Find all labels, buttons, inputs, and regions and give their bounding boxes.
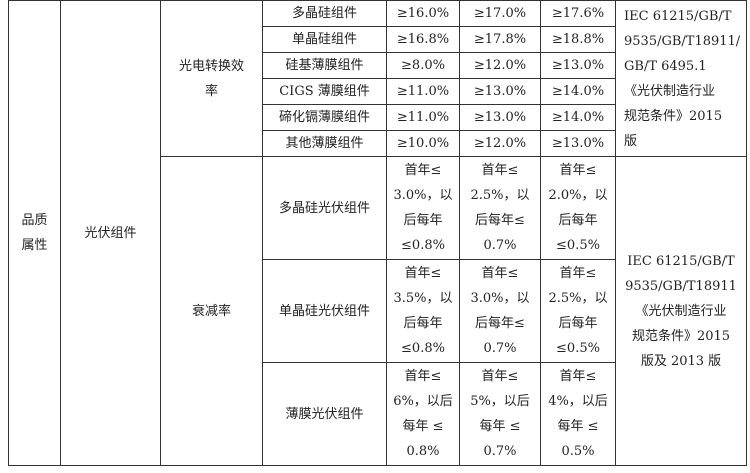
row-name: CIGS 薄膜组件 — [262, 78, 387, 105]
value-cell: ≥14.0% — [540, 78, 616, 105]
value-cell: 首年≤ 3.0%，以 后每年≤ 0.7% — [459, 259, 541, 363]
value-cell: ≥16.8% — [386, 26, 460, 53]
value-cell: ≥10.0% — [386, 130, 460, 157]
value-cell: ≥13.0% — [540, 130, 616, 157]
value-cell: 首年≤ 5%，以后 每年 ≤ 0.7% — [459, 362, 541, 466]
row-name: 多晶硅光伏组件 — [262, 156, 387, 260]
value-cell: 首年≤ 4%，以后 每年 ≤ 0.5% — [540, 362, 616, 466]
value-cell: ≥11.0% — [386, 104, 460, 131]
value-cell: 首年≤ 3.0%，以 后每年 ≤0.8% — [386, 156, 460, 260]
row-name: 多晶硅组件 — [262, 0, 387, 27]
row-name: 薄膜光伏组件 — [262, 362, 387, 466]
value-cell: ≥13.0% — [459, 78, 541, 105]
value-cell: 首年≤ 3.5%，以 后每年 ≤0.8% — [386, 259, 460, 363]
value-cell: ≥13.0% — [540, 52, 616, 79]
decay-label: 衰减率 — [160, 156, 263, 466]
value-cell: ≥17.8% — [459, 26, 541, 53]
value-cell: ≥14.0% — [540, 104, 616, 131]
product-cell: 光伏组件 — [60, 0, 161, 466]
value-cell: 首年≤ 6%，以后 每年 ≤ 0.8% — [386, 362, 460, 466]
value-cell: ≥12.0% — [459, 52, 541, 79]
row-name: 单晶硅光伏组件 — [262, 259, 387, 363]
category-cell: 品质 属性 — [8, 0, 61, 466]
row-name: 其他薄膜组件 — [262, 130, 387, 157]
efficiency-standard: IEC 61215/GB/T 9535/GB/T18911/ GB/T 6495… — [615, 0, 747, 157]
value-cell: ≥17.6% — [540, 0, 616, 27]
value-cell: 首年≤ 2.5%，以 后每年 ≤0.5% — [540, 259, 616, 363]
value-cell: 首年≤ 2.5%，以 后每年≤ 0.7% — [459, 156, 541, 260]
row-name: 碲化镉薄膜组件 — [262, 104, 387, 131]
value-cell: ≥13.0% — [459, 104, 541, 131]
row-name: 单晶硅组件 — [262, 26, 387, 53]
row-name: 硅基薄膜组件 — [262, 52, 387, 79]
value-cell: ≥17.0% — [459, 0, 541, 27]
value-cell: ≥12.0% — [459, 130, 541, 157]
value-cell: ≥11.0% — [386, 78, 460, 105]
value-cell: ≥18.8% — [540, 26, 616, 53]
value-cell: ≥16.0% — [386, 0, 460, 27]
pv-module-quality-table: 品质 属性 光伏组件 光电转换效 率 多晶硅组件 ≥16.0% ≥17.0% ≥… — [8, 0, 747, 466]
value-cell: 首年≤ 2.0%，以 后每年 ≤0.5% — [540, 156, 616, 260]
efficiency-label: 光电转换效 率 — [160, 0, 263, 157]
decay-standard: IEC 61215/GB/T 9535/GB/T18911 《光伏制造行业 规范… — [615, 156, 747, 466]
value-cell: ≥8.0% — [386, 52, 460, 79]
